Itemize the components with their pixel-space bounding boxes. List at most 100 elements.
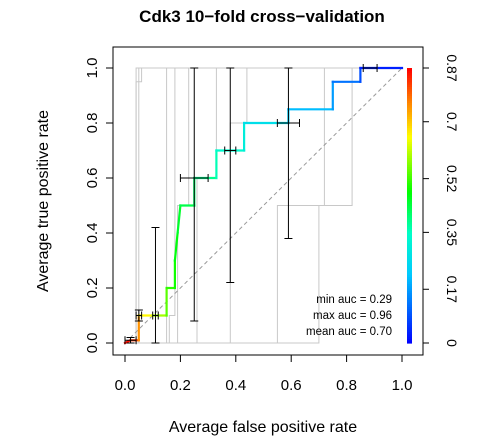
colorbar-band [407, 100, 412, 103]
error-bar-4 [179, 67, 209, 322]
colorbar-band [407, 315, 412, 319]
colorbar-band [407, 299, 412, 303]
colorbar-band [407, 145, 412, 149]
y-tick-label: 0.4 [84, 223, 101, 244]
colorbar-band [407, 150, 412, 154]
colorbar-band [407, 136, 412, 140]
colorbar-band [407, 285, 412, 289]
colorbar-band [407, 244, 412, 248]
colorbar-band [407, 164, 412, 168]
colorbar-band [407, 210, 412, 213]
colorbar-band [407, 216, 412, 220]
colorbar-band [407, 104, 412, 108]
colorbar-band [407, 180, 412, 184]
colorbar-band [407, 132, 412, 136]
colorbar-band [407, 239, 412, 243]
colorbar-band [407, 141, 412, 145]
y-tick-label: 0.8 [84, 113, 101, 134]
colorbar-band [407, 274, 412, 278]
x-axis-label: Average false positive rate [169, 419, 357, 436]
error-bar-1 [124, 336, 137, 345]
y-tick-label: 0.2 [84, 278, 101, 299]
colorbar-band [407, 237, 412, 241]
colorbar-band [407, 262, 412, 266]
colorbar-band [407, 276, 412, 280]
colorbar-band [407, 148, 412, 152]
x-tick-label: 1.0 [392, 377, 413, 394]
colorbar-band [407, 139, 412, 142]
colorbar-band [407, 143, 412, 147]
x-tick-label: 0.4 [225, 377, 246, 394]
colorbar-band [407, 77, 412, 81]
colorbar-band [407, 113, 412, 117]
colorbar-band [407, 223, 412, 227]
min-auc-text: min auc = 0.29 [316, 294, 392, 306]
x-axis: 0.0 0.2 0.4 0.6 0.8 1.0 [115, 354, 413, 394]
colorbar-band [407, 187, 412, 191]
colorbar-band [407, 81, 412, 85]
colorbar-band [407, 84, 412, 87]
colorbar-band [407, 134, 412, 138]
colorbar-band [407, 111, 412, 115]
colorbar-band [407, 182, 412, 186]
colorbar-band [407, 322, 412, 326]
colorbar-band [407, 155, 412, 158]
colorbar-band [407, 320, 412, 323]
x-tick-label: 0.6 [281, 377, 302, 394]
colorbar-band [407, 152, 412, 156]
colorbar-band [407, 336, 412, 340]
colorbar-band [407, 324, 412, 328]
y-tick-label: 1.0 [84, 58, 101, 79]
colorbar-band [407, 205, 412, 209]
colorbar-band [407, 189, 412, 193]
colorbar-band [407, 72, 412, 76]
colorbar-band [407, 194, 412, 197]
colorbar-band [407, 175, 412, 179]
y-tick-label: 0.6 [84, 168, 101, 189]
y-tick-label: 0.0 [84, 333, 101, 354]
colorbar-band [407, 200, 412, 204]
colorbar-band [407, 269, 412, 273]
colorbar-band [407, 79, 412, 83]
colorbar-band [407, 271, 412, 275]
colorbar-band [407, 265, 412, 268]
average-curve-segment-10 [176, 204, 182, 235]
colorbar-tick-label: 0.7 [444, 112, 460, 132]
colorbar-band [407, 310, 412, 314]
colorbar-band [407, 260, 412, 264]
colorbar-band [407, 338, 412, 342]
colorbar-band [407, 251, 412, 255]
colorbar-band [407, 157, 412, 161]
error-bar-5 [224, 67, 237, 283]
error-bars [124, 64, 378, 345]
colorbar-band [407, 228, 412, 232]
colorbar-tick-label: 0.35 [444, 219, 460, 246]
colorbar-band [407, 308, 412, 312]
colorbar-band [407, 214, 412, 218]
colorbar-band [407, 288, 412, 291]
colorbar-band [407, 331, 412, 335]
mean-auc-text: mean auc = 0.70 [306, 326, 392, 338]
colorbar-band [407, 313, 412, 317]
colorbar-band [407, 242, 412, 246]
colorbar-band [407, 118, 412, 122]
colorbar-band [407, 166, 412, 170]
colorbar-band [407, 233, 412, 236]
colorbar-band [407, 203, 412, 207]
colorbar-band [407, 97, 412, 101]
colorbar-band [407, 196, 412, 200]
colorbar-band [407, 74, 412, 78]
plot-frame [112, 46, 424, 356]
colorbar-band [407, 219, 412, 223]
colorbar-band [407, 226, 412, 230]
colorbar-band [407, 230, 412, 234]
colorbar-band [407, 253, 412, 257]
colorbar-band [407, 249, 412, 252]
average-curve-segment-9 [173, 231, 179, 262]
colorbar-band [407, 159, 412, 163]
colorbar-band [407, 304, 412, 307]
colorbar-band [407, 127, 412, 131]
colorbar-band [407, 68, 412, 71]
error-bar-7 [362, 64, 378, 72]
colorbar-axis: 0 0.17 0.35 0.52 0.7 0.87 [422, 54, 460, 347]
